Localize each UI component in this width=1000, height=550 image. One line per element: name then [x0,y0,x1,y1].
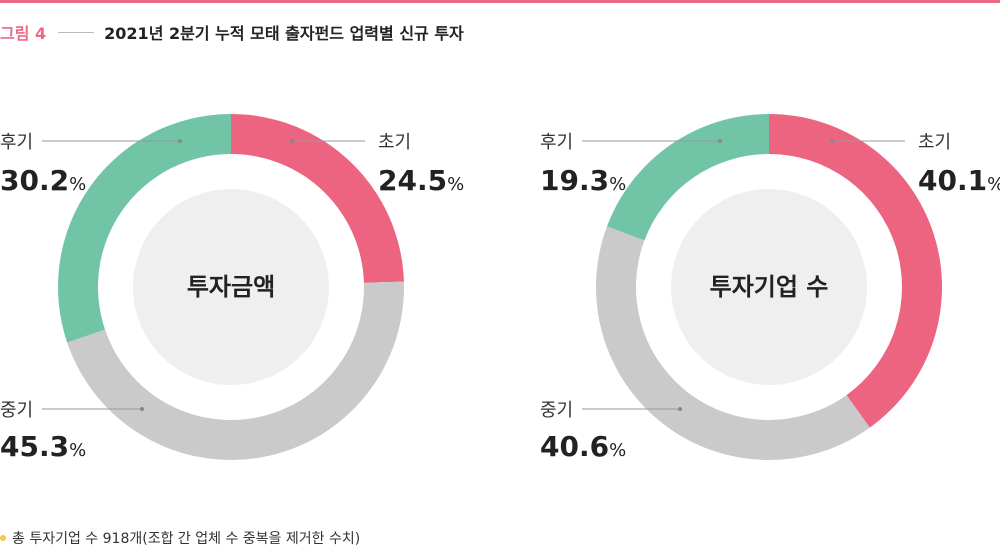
donut-chart-companies: 투자기업 수 초기 40.1% 후기 19.3% 중기 40.6% [540,113,1000,463]
slice-label-late: 후기 [0,132,33,153]
callout-early: 초기 40.1% [830,132,1000,197]
donut-center-disc [671,189,867,385]
slice-label-late: 후기 [540,132,573,153]
callout-mid: 중기 40.6% [540,400,682,463]
slice-value-mid: 40.6% [540,430,626,463]
figure-header: 그림 4 2021년 2분기 누적 모태 출자펀드 업력별 신규 투자 [0,18,464,46]
figure-title: 2021년 2분기 누적 모태 출자펀드 업력별 신규 투자 [104,24,464,43]
slice-late [606,113,769,241]
figure-label: 그림 4 [0,24,47,43]
figure-label-divider [58,31,95,33]
donut-chart-amount: 투자금액 초기 24.5% 후기 30.2% 중기 45.3% [0,114,464,463]
top-rule [0,0,1000,3]
slice-mid [596,226,870,460]
callout-late: 후기 30.2% [0,132,182,197]
slice-value-late: 30.2% [0,164,86,197]
callout-late: 후기 19.3% [540,132,722,197]
slice-value-late: 19.3% [540,164,626,197]
slice-label-early: 초기 [378,132,411,153]
footnote-text: 총 투자기업 수 918개(조합 간 업체 수 중복을 제거한 수치) [12,531,361,547]
slice-late [57,114,231,343]
slice-label-mid: 중기 [540,400,573,421]
callout-early: 초기 24.5% [290,132,464,197]
slice-mid [67,281,405,460]
slice-value-early: 24.5% [378,164,464,197]
slice-value-early: 40.1% [918,164,1000,197]
slice-value-mid: 45.3% [0,430,86,463]
slice-early [769,114,943,428]
callout-mid: 중기 45.3% [0,400,144,463]
donut-center-disc [133,189,329,385]
slice-label-early: 초기 [918,132,951,153]
footnote: 총 투자기업 수 918개(조합 간 업체 수 중복을 제거한 수치) [0,528,360,548]
donut-center-label: 투자기업 수 [710,273,829,301]
slice-early [231,114,404,283]
donut-center-label: 투자금액 [187,273,275,301]
slice-label-mid: 중기 [0,400,33,421]
bullet-dot-icon [0,535,6,541]
